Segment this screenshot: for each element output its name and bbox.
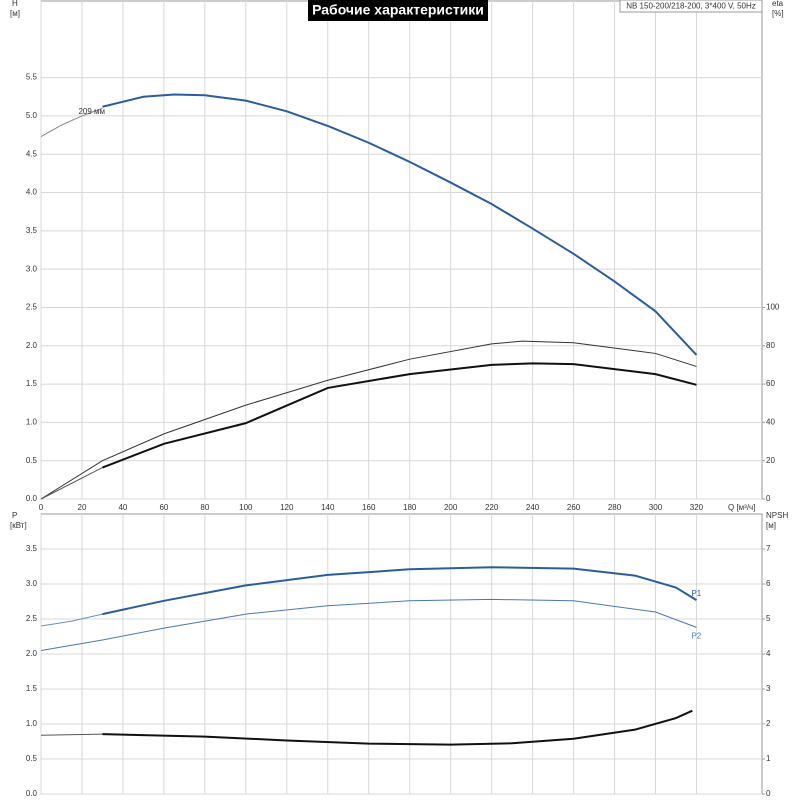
x-tick-label: 20 <box>78 503 87 512</box>
y-tick-label: 3.5 <box>26 226 38 235</box>
series-label: 209 мм <box>78 107 105 116</box>
y2-axis-label: [м] <box>766 521 776 530</box>
y-tick-label: 2.0 <box>26 649 38 658</box>
x-tick-label: 280 <box>608 503 622 512</box>
series-label: P2 <box>691 632 701 641</box>
y2-tick-label: 7 <box>766 544 771 553</box>
y2-tick-label: 2 <box>766 719 771 728</box>
y-tick-label: 0.0 <box>26 789 38 798</box>
y-tick-label: 0.5 <box>26 456 38 465</box>
y-tick-label: 3.0 <box>26 579 38 588</box>
x-tick-label: 260 <box>567 503 581 512</box>
series-line <box>40 340 697 500</box>
y-tick-label: 0.5 <box>26 754 38 763</box>
y-tick-label: 1.0 <box>26 417 38 426</box>
x-tick-label: 120 <box>280 503 294 512</box>
y-tick-label: 3.0 <box>26 264 38 273</box>
y2-axis-label: [%] <box>772 9 784 18</box>
title-box <box>308 0 488 21</box>
y-tick-label: 1.5 <box>26 684 38 693</box>
y-tick-label: 2.5 <box>26 303 38 312</box>
y-axis-label: P <box>12 511 17 520</box>
x-tick-label: 240 <box>526 503 540 512</box>
y-tick-label: 4.0 <box>26 188 38 197</box>
y-tick-label: 4.5 <box>26 149 38 158</box>
y-tick-label: 0.0 <box>26 494 38 503</box>
y-tick-label: 5.0 <box>26 111 38 120</box>
series-line <box>40 107 103 138</box>
series-label: P1 <box>691 589 701 598</box>
series-line <box>102 93 698 356</box>
y-tick-label: 5.5 <box>26 73 38 82</box>
y2-tick-label: 0 <box>766 789 771 798</box>
x-tick-label: 60 <box>159 503 168 512</box>
x-tick-label: 140 <box>321 503 335 512</box>
chart-title: Рабочие характеристики <box>312 2 484 18</box>
y2-tick-label: 3 <box>766 684 771 693</box>
y-tick-label: 1.5 <box>26 379 38 388</box>
x-tick-label: 200 <box>444 503 458 512</box>
y2-tick-label: 4 <box>766 649 771 658</box>
series-line <box>102 362 697 469</box>
y2-tick-label: 1 <box>766 754 771 763</box>
y2-axis-label: NPSH <box>766 511 788 520</box>
series-line <box>102 566 697 616</box>
chart-subtitle: NB 150-200/218-200, 3*400 V, 50Hz <box>626 2 756 11</box>
y2-tick-label: 6 <box>766 579 771 588</box>
x-tick-label: 300 <box>649 503 663 512</box>
x-tick-label: 100 <box>239 503 253 512</box>
y-axis-label: [кВт] <box>10 521 27 530</box>
y-axis-label: [м] <box>10 9 20 18</box>
series-line <box>40 613 103 627</box>
x-tick-label: 320 <box>690 503 704 512</box>
y2-tick-label: 20 <box>766 456 775 465</box>
y2-tick-label: 80 <box>766 341 775 350</box>
y-tick-label: 1.0 <box>26 719 38 728</box>
x-tick-label: 220 <box>485 503 499 512</box>
x-tick-label: 160 <box>362 503 376 512</box>
x-axis-label: Q [м³/ч] <box>728 503 755 512</box>
subtitle-box <box>619 0 763 13</box>
x-tick-label: 0 <box>39 503 44 512</box>
x-tick-label: 40 <box>118 503 127 512</box>
y-axis-label: H <box>12 0 18 8</box>
y-tick-label: 2.0 <box>26 341 38 350</box>
y2-tick-label: 40 <box>766 417 775 426</box>
series-line <box>40 733 103 736</box>
y-tick-label: 3.5 <box>26 544 38 553</box>
x-tick-label: 80 <box>200 503 209 512</box>
x-tick-label: 180 <box>403 503 417 512</box>
series-line <box>102 709 693 746</box>
y2-tick-label: 5 <box>766 614 771 623</box>
y-tick-label: 2.5 <box>26 614 38 623</box>
y2-axis-label: eta <box>772 0 784 8</box>
series-line <box>40 598 697 651</box>
y2-tick-label: 0 <box>766 494 771 503</box>
plot-frame <box>40 0 763 500</box>
series-line <box>40 467 103 500</box>
y2-tick-label: 60 <box>766 379 775 388</box>
y2-tick-label: 100 <box>766 303 780 312</box>
